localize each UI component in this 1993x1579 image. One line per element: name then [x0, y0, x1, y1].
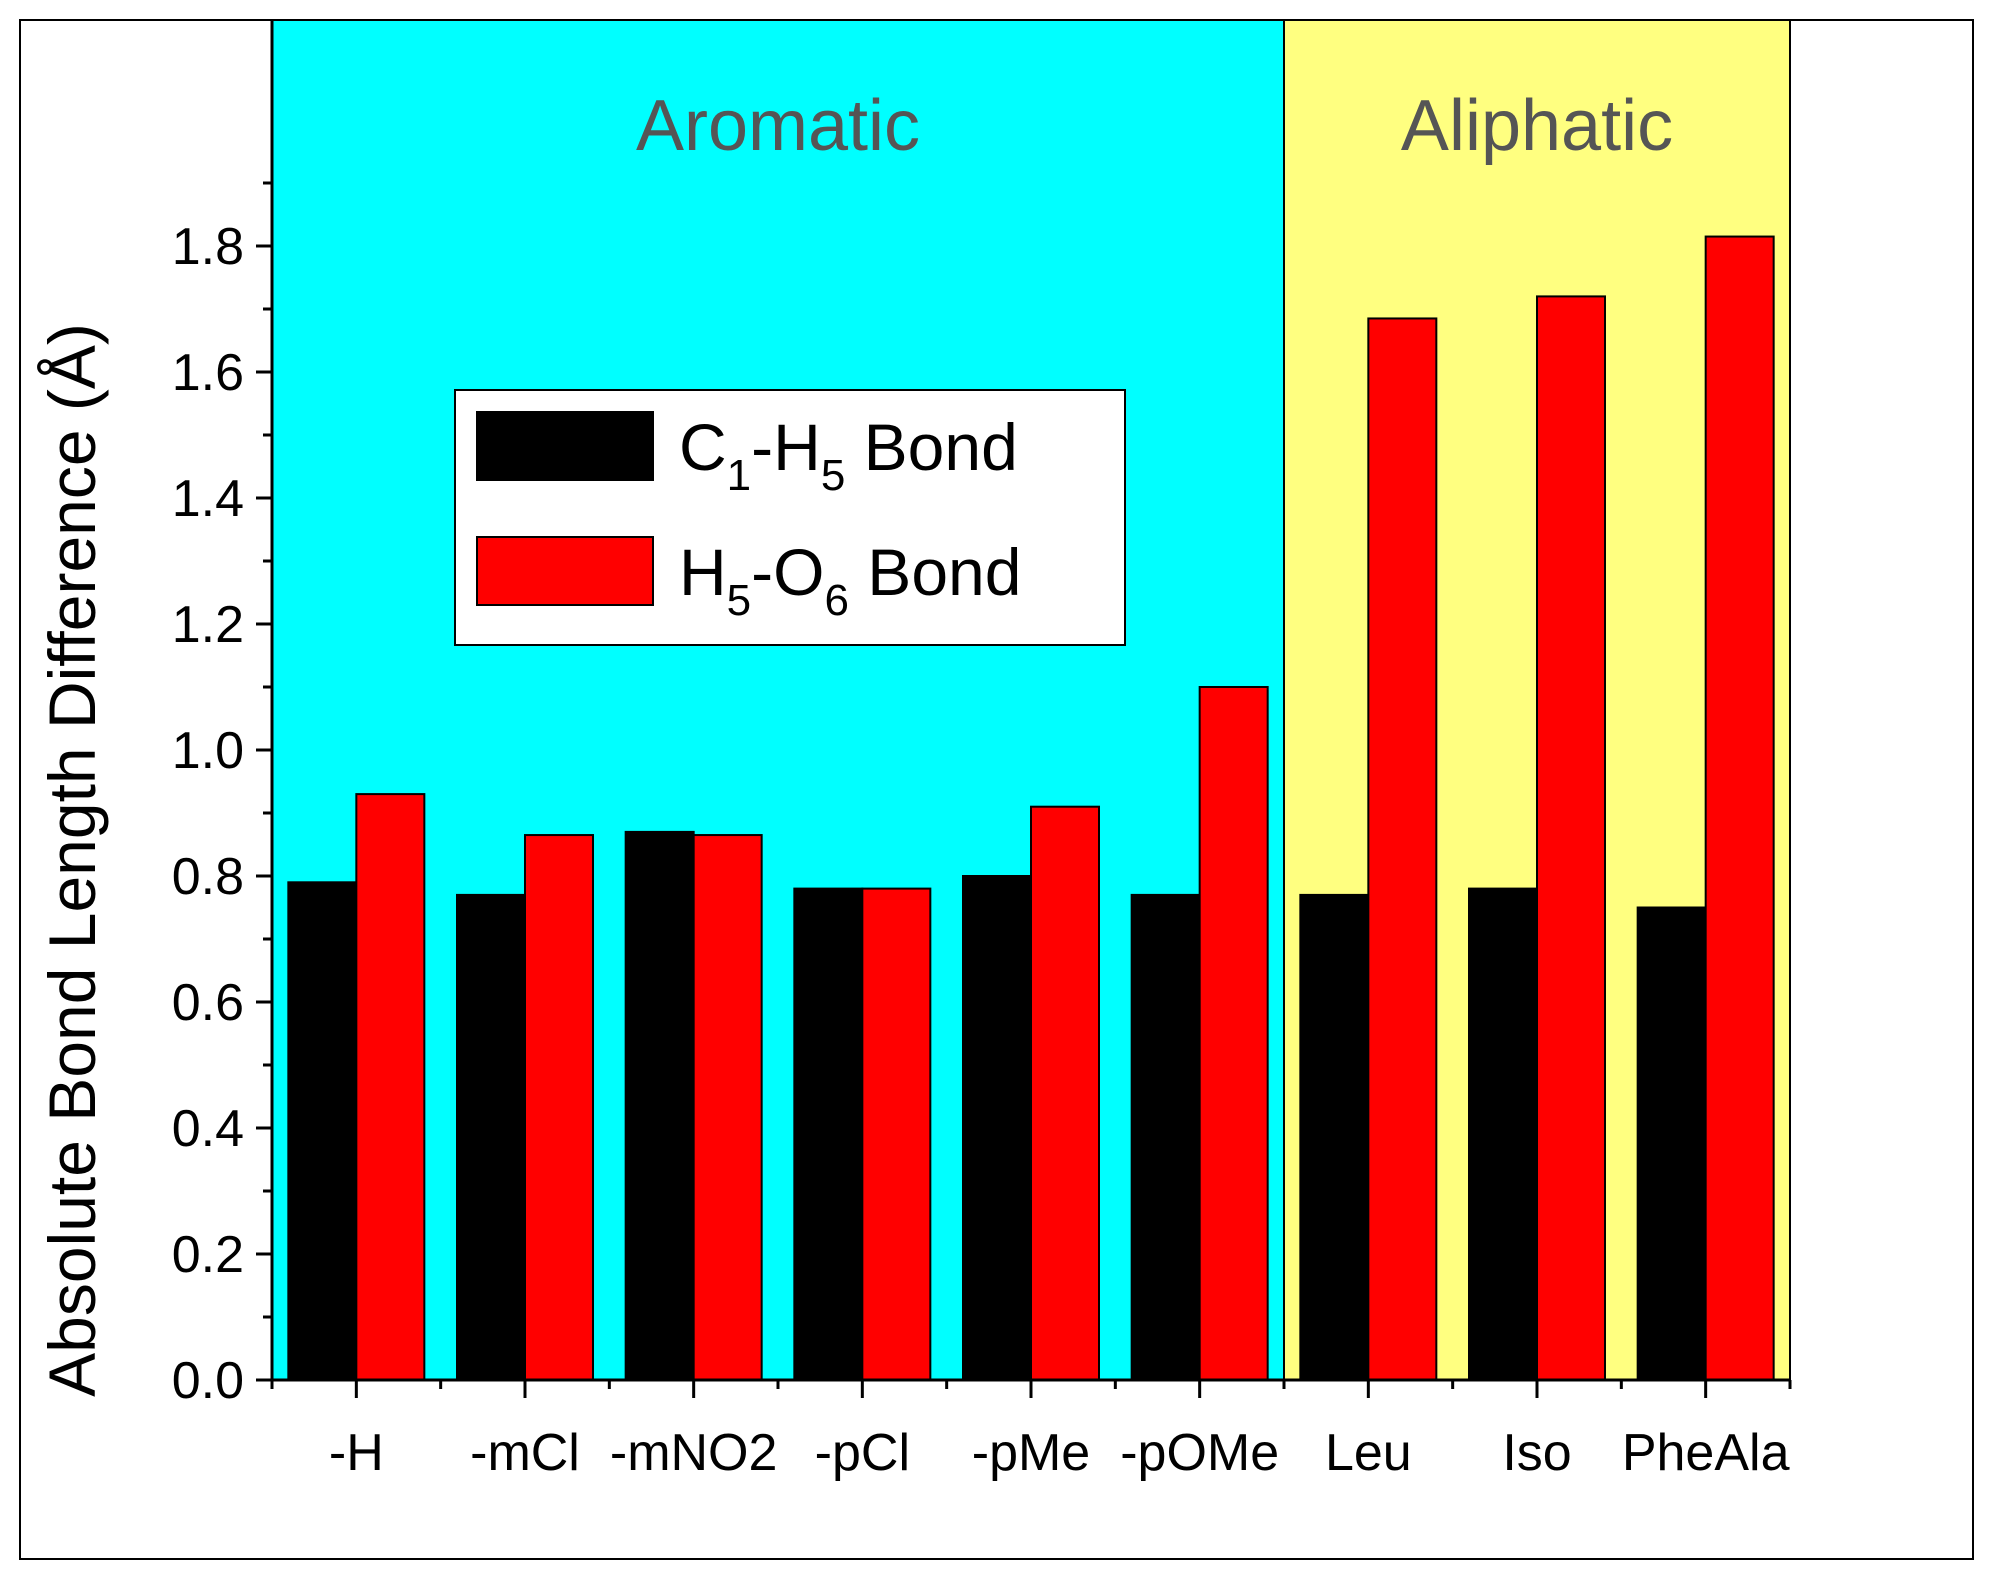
bar-c1h5-mno2 [624, 830, 695, 1381]
bar-c1h5-leu [1299, 893, 1370, 1382]
y-tick-label: 0.4 [172, 1100, 244, 1158]
y-tick-label: 0.6 [172, 974, 244, 1032]
y-tick-label: 1.8 [172, 218, 244, 276]
legend-swatch-h5o6 [476, 536, 654, 606]
bar-c1h5-pme [962, 875, 1032, 1381]
x-tick-label: Leu [1325, 1424, 1412, 1482]
region-aromatic [271, 19, 1285, 1381]
y-tick-label: 1.0 [172, 722, 244, 780]
y-tick-label: 1.4 [172, 470, 244, 528]
bar-group [287, 235, 1775, 1382]
legend: C1-H5 Bond H5-O6 Bond [454, 389, 1126, 646]
bar-h5o6-leu [1367, 317, 1438, 1382]
y-tick-label: 1.6 [172, 344, 244, 402]
x-tick-label: -mNO2 [610, 1424, 778, 1482]
bar-h5o6-pcl [861, 887, 932, 1381]
bar-h5o6-mno2 [692, 834, 763, 1381]
bar-c1h5-pome [1130, 893, 1201, 1382]
legend-label-c1h5: C1-H5 Bond [679, 410, 1018, 500]
bar-c1h5-pheala [1636, 906, 1707, 1381]
bar-h5o6-pme [1030, 805, 1100, 1381]
y-tick-label: 0.0 [172, 1352, 244, 1410]
y-tick-label: 0.2 [172, 1226, 244, 1284]
legend-swatch-c1h5 [476, 411, 654, 481]
axes: 0.0 0.2 0.4 0.6 0.8 1.0 1.2 1.4 1.6 1.8 -H -mCl -mNO… [172, 20, 1792, 1482]
x-tick-label: Iso [1502, 1424, 1571, 1482]
bar-c1h5-h [287, 881, 358, 1381]
bar-h5o6-iso [1536, 295, 1606, 1381]
x-tick-label: PheAla [1622, 1424, 1790, 1482]
y-tick-label: 1.2 [172, 596, 244, 654]
y-axis-title: Absolute Bond Length Difference (Å) [35, 323, 109, 1397]
y-tick-label: 0.8 [172, 848, 244, 906]
x-tick-label: -pOMe [1120, 1424, 1279, 1482]
x-tick-label: -pMe [972, 1424, 1090, 1482]
bar-h5o6-pome [1198, 686, 1269, 1381]
region-labels: Aromatic Aliphatic [636, 86, 1673, 166]
x-tick-label: -H [329, 1424, 384, 1482]
bar-c1h5-iso [1468, 887, 1538, 1381]
bar-c1h5-pcl [793, 887, 864, 1381]
bar-h5o6-pheala [1704, 235, 1775, 1381]
bar-h5o6-h [355, 793, 426, 1381]
legend-label-h5o6: H5-O6 Bond [679, 535, 1021, 625]
x-tick-label: -mCl [470, 1424, 580, 1482]
bar-c1h5-mcl [456, 893, 526, 1382]
x-tick-label: -pCl [815, 1424, 910, 1482]
region-label-aliphatic: Aliphatic [1401, 86, 1673, 166]
region-label-aromatic: Aromatic [636, 86, 920, 166]
bar-h5o6-mcl [524, 834, 594, 1381]
